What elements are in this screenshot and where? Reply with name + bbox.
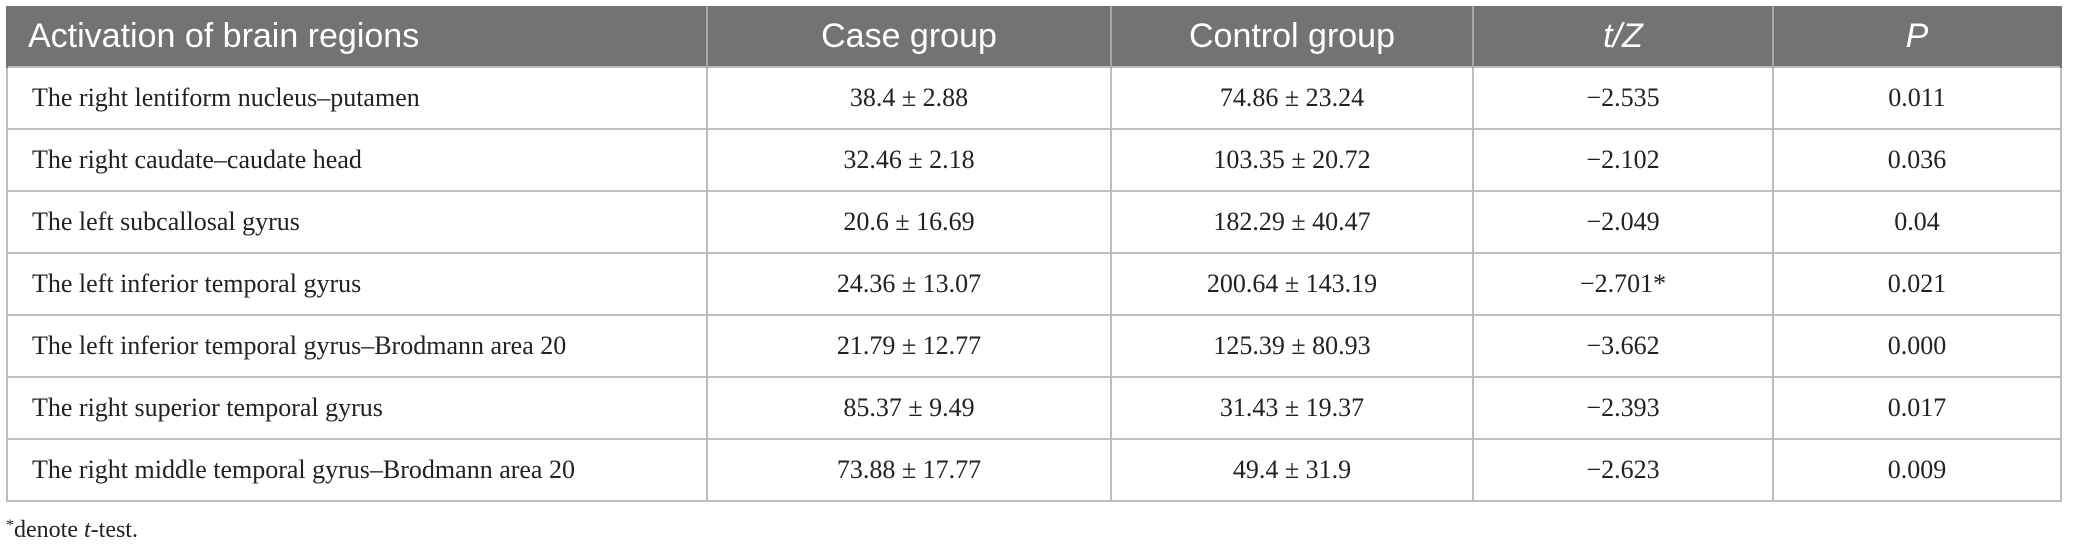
footnote-suffix: -test. <box>90 517 138 543</box>
cell-case: 21.79 ± 12.77 <box>706 314 1112 378</box>
header-t-z: t/Z <box>1472 6 1774 67</box>
header-p-label: P <box>1905 16 1929 55</box>
cell-region: The left subcallosal gyrus <box>6 190 708 254</box>
header-region: Activation of brain regions <box>6 6 708 67</box>
header-case-group: Case group <box>706 6 1112 67</box>
header-row: Activation of brain regions Case group C… <box>6 6 2062 67</box>
cell-control: 49.4 ± 31.9 <box>1110 438 1474 502</box>
cell-region: The right caudate–caudate head <box>6 128 708 192</box>
cell-control: 200.64 ± 143.19 <box>1110 252 1474 316</box>
brain-activation-table: Activation of brain regions Case group C… <box>6 6 2062 502</box>
header-control-group: Control group <box>1110 6 1474 67</box>
table-row: The left inferior temporal gyrus–Brodman… <box>6 314 2062 378</box>
table-row: The left inferior temporal gyrus 24.36 ±… <box>6 252 2062 316</box>
cell-p: 0.021 <box>1772 252 2062 316</box>
cell-p: 0.04 <box>1772 190 2062 254</box>
cell-control: 125.39 ± 80.93 <box>1110 314 1474 378</box>
table-row: The right caudate–caudate head 32.46 ± 2… <box>6 128 2062 192</box>
cell-tz: −2.393 <box>1472 376 1774 440</box>
cell-p: 0.036 <box>1772 128 2062 192</box>
cell-p: 0.017 <box>1772 376 2062 440</box>
header-t-z-label: t/Z <box>1603 16 1643 55</box>
cell-control: 182.29 ± 40.47 <box>1110 190 1474 254</box>
cell-control: 31.43 ± 19.37 <box>1110 376 1474 440</box>
table-row: The right lentiform nucleus–putamen 38.4… <box>6 66 2062 130</box>
footnote-term: t <box>83 517 91 543</box>
table-footnote: *denote t-test. <box>6 517 138 544</box>
cell-region: The right lentiform nucleus–putamen <box>6 66 708 130</box>
cell-region: The right superior temporal gyrus <box>6 376 708 440</box>
cell-tz: −2.102 <box>1472 128 1774 192</box>
cell-case: 85.37 ± 9.49 <box>706 376 1112 440</box>
cell-tz: −2.049 <box>1472 190 1774 254</box>
cell-case: 24.36 ± 13.07 <box>706 252 1112 316</box>
cell-p: 0.000 <box>1772 314 2062 378</box>
cell-tz: −2.535 <box>1472 66 1774 130</box>
cell-case: 38.4 ± 2.88 <box>706 66 1112 130</box>
header-p: P <box>1772 6 2062 67</box>
cell-case: 20.6 ± 16.69 <box>706 190 1112 254</box>
cell-p: 0.011 <box>1772 66 2062 130</box>
cell-region: The left inferior temporal gyrus–Brodman… <box>6 314 708 378</box>
cell-case: 73.88 ± 17.77 <box>706 438 1112 502</box>
results-table-container: Activation of brain regions Case group C… <box>6 6 2062 502</box>
cell-tz: −2.623 <box>1472 438 1774 502</box>
cell-case: 32.46 ± 2.18 <box>706 128 1112 192</box>
footnote-marker: * <box>6 517 14 534</box>
table-body: The right lentiform nucleus–putamen 38.4… <box>6 66 2062 502</box>
cell-tz: −3.662 <box>1472 314 1774 378</box>
table-row: The right superior temporal gyrus 85.37 … <box>6 376 2062 440</box>
footnote-prefix: denote <box>14 517 84 543</box>
cell-tz: −2.701* <box>1472 252 1774 316</box>
cell-p: 0.009 <box>1772 438 2062 502</box>
cell-control: 103.35 ± 20.72 <box>1110 128 1474 192</box>
cell-region: The left inferior temporal gyrus <box>6 252 708 316</box>
table-row: The left subcallosal gyrus 20.6 ± 16.69 … <box>6 190 2062 254</box>
cell-region: The right middle temporal gyrus–Brodmann… <box>6 438 708 502</box>
cell-control: 74.86 ± 23.24 <box>1110 66 1474 130</box>
table-row: The right middle temporal gyrus–Brodmann… <box>6 438 2062 502</box>
table-header: Activation of brain regions Case group C… <box>6 6 2062 67</box>
